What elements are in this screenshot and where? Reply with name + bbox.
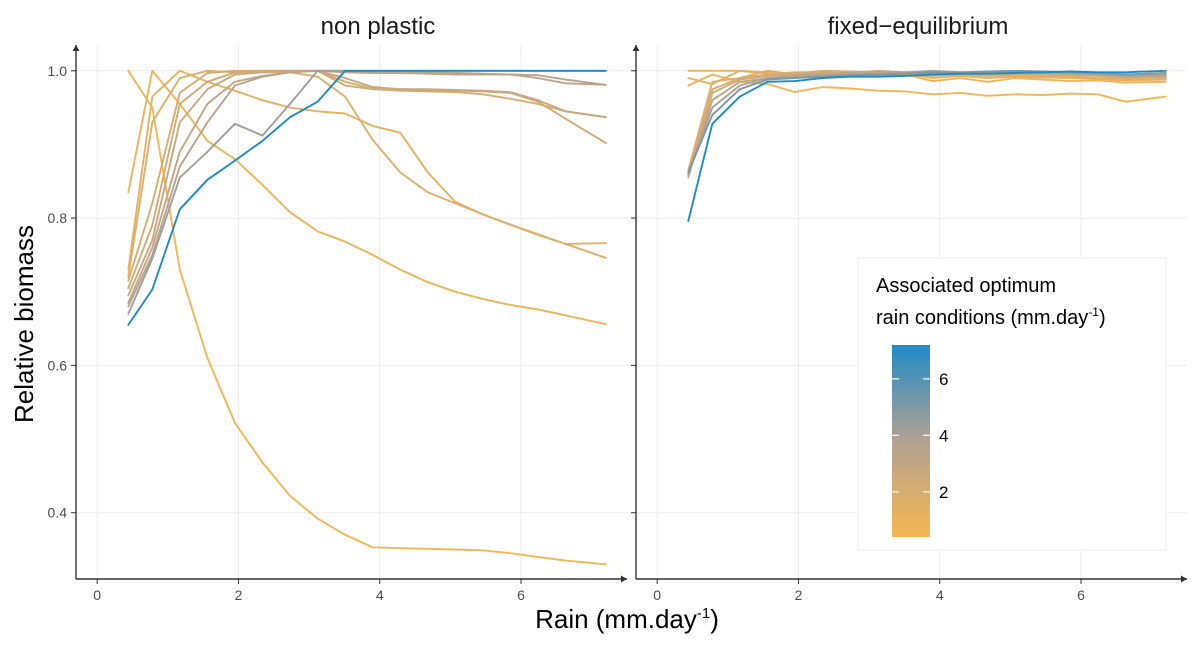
y-axis-arrow <box>72 45 80 51</box>
x-tick-label: 6 <box>517 587 525 603</box>
series-line-optimum-2-73 <box>127 69 607 297</box>
x-axis-title-end: ) <box>710 604 719 634</box>
series-layer-right <box>687 69 1167 222</box>
y-axis-arrow <box>632 45 640 51</box>
y-tick-label: 0.8 <box>48 210 68 226</box>
axes-right: 0 2 4 6 <box>631 45 1187 603</box>
series-line-optimum-1-56 <box>127 69 607 278</box>
x-axis-arrow <box>1181 575 1187 583</box>
panel-non-plastic: non plastic 0 2 4 6 0.4 0.6 0.8 1.0 <box>48 13 627 603</box>
legend-title-line2: rain conditions (mm.day-1) <box>876 305 1106 329</box>
x-tick-label: 4 <box>936 587 944 603</box>
x-tick-label: 2 <box>795 587 803 603</box>
y-tick-label: 0.6 <box>48 357 68 373</box>
y-axis-title: Relative biomass <box>9 225 39 423</box>
x-tick-label: 0 <box>653 587 661 603</box>
series-line-optimum-1-95 <box>127 69 607 282</box>
legend-title-superscript: -1 <box>1088 305 1099 319</box>
x-tick-label: 4 <box>376 587 384 603</box>
x-axis-arrow <box>621 575 627 583</box>
series-line-optimum-7-2 <box>127 69 607 326</box>
series-line-optimum-4-29 <box>127 69 607 315</box>
x-tick-label: 6 <box>1077 587 1085 603</box>
legend-colorbar <box>892 345 930 537</box>
x-axis-title: Rain (mm.day-1) <box>535 604 719 634</box>
y-tick-label: 0.4 <box>48 505 68 521</box>
legend-tick-label: 6 <box>939 370 948 389</box>
panel-title-fixed-equilibrium: fixed−equilibrium <box>828 13 1009 40</box>
x-axis-title-superscript: -1 <box>697 605 710 622</box>
series-line-optimum-7-2 <box>687 69 1167 222</box>
x-tick-label: 2 <box>235 587 243 603</box>
series-layer-left <box>127 69 607 566</box>
legend-title-line1: Associated optimum <box>876 275 1056 297</box>
series-line-optimum-0-44 <box>127 69 607 566</box>
panel-title-non-plastic: non plastic <box>321 13 436 40</box>
x-axis-title-text: Rain (mm.day <box>535 604 697 634</box>
gridlines-left <box>76 45 627 579</box>
y-tick-label: 1.0 <box>48 63 68 79</box>
color-legend: Associated optimum rain conditions (mm.d… <box>857 257 1167 551</box>
series-line-optimum-1-95 <box>687 71 1167 175</box>
x-tick-label: 0 <box>93 587 101 603</box>
legend-title-line2-text: rain conditions (mm.day <box>876 307 1088 329</box>
axes-left: 0 2 4 6 0.4 0.6 0.8 1.0 <box>48 45 627 603</box>
legend-tick-label: 4 <box>939 426 948 445</box>
series-line-optimum-0-78 <box>127 69 607 326</box>
legend-ticks: 2 4 6 <box>892 370 948 502</box>
legend-tick-label: 2 <box>939 483 948 502</box>
legend-title-end: ) <box>1099 307 1106 329</box>
